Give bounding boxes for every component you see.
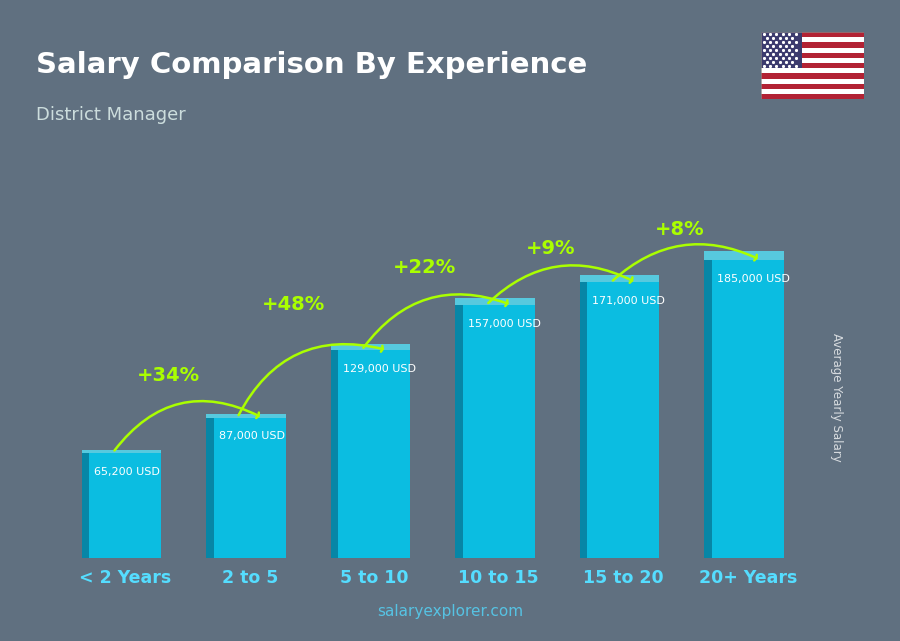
Bar xyxy=(760,89,864,94)
Text: +22%: +22% xyxy=(392,258,455,277)
FancyBboxPatch shape xyxy=(89,453,161,558)
Text: +8%: +8% xyxy=(654,220,704,239)
Bar xyxy=(760,32,864,37)
Bar xyxy=(760,84,864,89)
FancyBboxPatch shape xyxy=(82,450,161,453)
Text: 129,000 USD: 129,000 USD xyxy=(343,364,416,374)
FancyBboxPatch shape xyxy=(82,453,89,558)
FancyBboxPatch shape xyxy=(455,305,463,558)
Bar xyxy=(760,53,864,58)
Bar xyxy=(760,58,864,63)
Text: +9%: +9% xyxy=(526,239,576,258)
FancyBboxPatch shape xyxy=(705,260,712,558)
Text: +34%: +34% xyxy=(138,366,201,385)
Text: 171,000 USD: 171,000 USD xyxy=(592,296,665,306)
FancyBboxPatch shape xyxy=(463,305,535,558)
FancyBboxPatch shape xyxy=(705,251,784,260)
Bar xyxy=(760,32,802,69)
Text: 157,000 USD: 157,000 USD xyxy=(468,319,541,329)
Bar xyxy=(760,37,864,42)
FancyBboxPatch shape xyxy=(213,417,286,558)
FancyBboxPatch shape xyxy=(580,274,660,283)
Text: Average Yearly Salary: Average Yearly Salary xyxy=(831,333,843,462)
FancyBboxPatch shape xyxy=(206,417,213,558)
FancyBboxPatch shape xyxy=(587,283,660,558)
Text: 65,200 USD: 65,200 USD xyxy=(94,467,160,476)
FancyBboxPatch shape xyxy=(206,413,286,417)
Text: Salary Comparison By Experience: Salary Comparison By Experience xyxy=(36,51,587,79)
FancyBboxPatch shape xyxy=(580,283,587,558)
Text: District Manager: District Manager xyxy=(36,106,185,124)
FancyBboxPatch shape xyxy=(455,298,535,305)
Text: 87,000 USD: 87,000 USD xyxy=(219,431,284,442)
Text: salaryexplorer.com: salaryexplorer.com xyxy=(377,604,523,619)
Bar xyxy=(760,47,864,53)
Bar xyxy=(760,69,864,74)
FancyBboxPatch shape xyxy=(712,260,784,558)
FancyBboxPatch shape xyxy=(331,350,338,558)
Bar xyxy=(760,74,864,79)
Text: +48%: +48% xyxy=(262,295,325,313)
FancyBboxPatch shape xyxy=(338,350,410,558)
Bar xyxy=(760,63,864,69)
FancyBboxPatch shape xyxy=(331,344,410,350)
Bar xyxy=(760,79,864,84)
Bar xyxy=(760,42,864,47)
Bar xyxy=(760,94,864,99)
Text: 185,000 USD: 185,000 USD xyxy=(716,274,789,284)
